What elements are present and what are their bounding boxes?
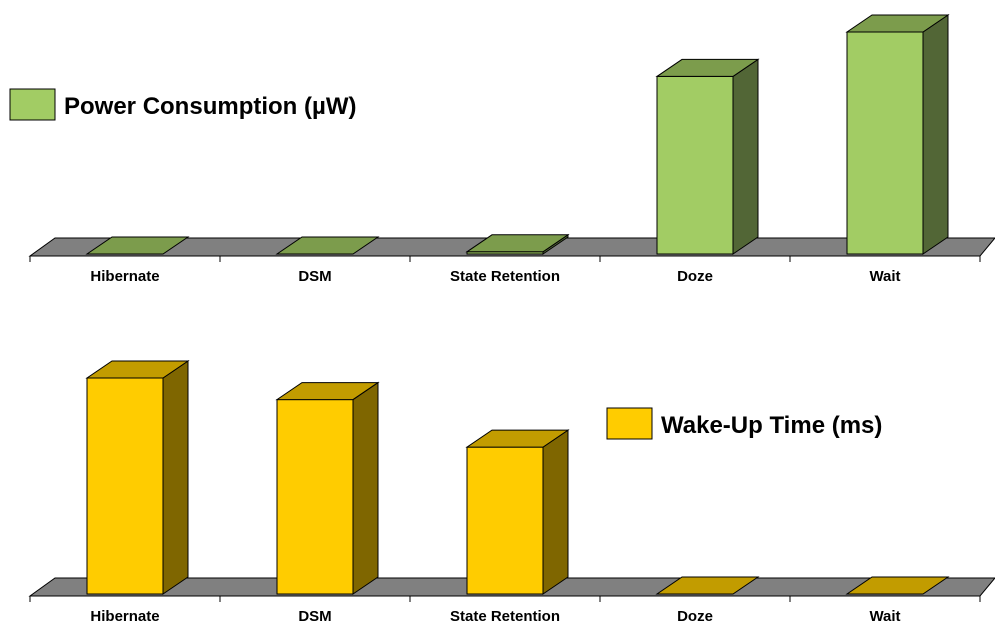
wakeup-bar-front — [466, 446, 544, 595]
power-bar-top — [465, 234, 570, 253]
wakeup-bar-side — [162, 360, 189, 595]
power-legend-label: Power Consumption (µW) — [64, 93, 356, 120]
power-tick-label: Doze — [677, 268, 713, 285]
wakeup-bar-top — [275, 382, 380, 401]
wakeup-tick-labels: Hibernate DSM State Retention Doze Wait — [90, 608, 900, 625]
wakeup-tick-marks — [29, 596, 981, 602]
wakeup-tick-label: Wait — [869, 608, 900, 625]
wakeup-chart: Hibernate DSM State Retention Doze Wait … — [28, 360, 995, 625]
power-bar — [465, 233, 570, 255]
power-tick-labels: Hibernate DSM State Retention Doze Wait — [90, 268, 900, 285]
power-bar — [275, 236, 380, 255]
power-bar — [655, 58, 760, 255]
power-bar — [85, 236, 190, 255]
wakeup-legend: Wake-Up Time (ms) — [606, 407, 882, 440]
power-bar-side — [732, 58, 759, 255]
wakeup-bar-top — [465, 429, 570, 448]
power-legend: Power Consumption (µW) — [9, 88, 356, 121]
wakeup-tick-label: Doze — [677, 608, 713, 625]
wakeup-bar-top — [85, 360, 190, 379]
wakeup-bar-top — [845, 576, 950, 595]
wakeup-bar — [845, 576, 950, 595]
power-bar — [845, 14, 950, 255]
wakeup-bar-side — [352, 381, 379, 595]
wakeup-tick-label: DSM — [298, 608, 331, 625]
power-bar-front — [656, 75, 734, 255]
wakeup-legend-label: Wake-Up Time (ms) — [661, 412, 882, 439]
power-legend-swatch — [9, 88, 56, 121]
wakeup-bars — [85, 360, 950, 595]
power-bar-top — [85, 236, 190, 255]
power-bar-top — [845, 14, 950, 33]
power-tick-label: State Retention — [450, 268, 560, 285]
power-tick-marks — [29, 256, 981, 262]
power-bar-front — [846, 31, 924, 255]
power-tick-label: DSM — [298, 268, 331, 285]
wakeup-bar-top — [655, 576, 760, 595]
wakeup-bar — [655, 576, 760, 595]
power-bar-side — [922, 14, 949, 255]
power-chart: Hibernate DSM State Retention Doze Wait … — [9, 14, 995, 285]
wakeup-tick-label: State Retention — [450, 608, 560, 625]
wakeup-bar — [465, 429, 570, 595]
wakeup-bar — [275, 381, 380, 595]
power-tick-label: Hibernate — [90, 268, 159, 285]
wakeup-bar-side — [542, 429, 569, 595]
wakeup-bar-front — [86, 377, 164, 595]
power-bar-top — [655, 58, 760, 77]
power-bar-top — [275, 236, 380, 255]
wakeup-bar — [85, 360, 190, 595]
wakeup-tick-label: Hibernate — [90, 608, 159, 625]
wakeup-legend-swatch — [606, 407, 653, 440]
power-bars — [85, 14, 950, 255]
power-tick-label: Wait — [869, 268, 900, 285]
wakeup-bar-front — [276, 399, 354, 595]
